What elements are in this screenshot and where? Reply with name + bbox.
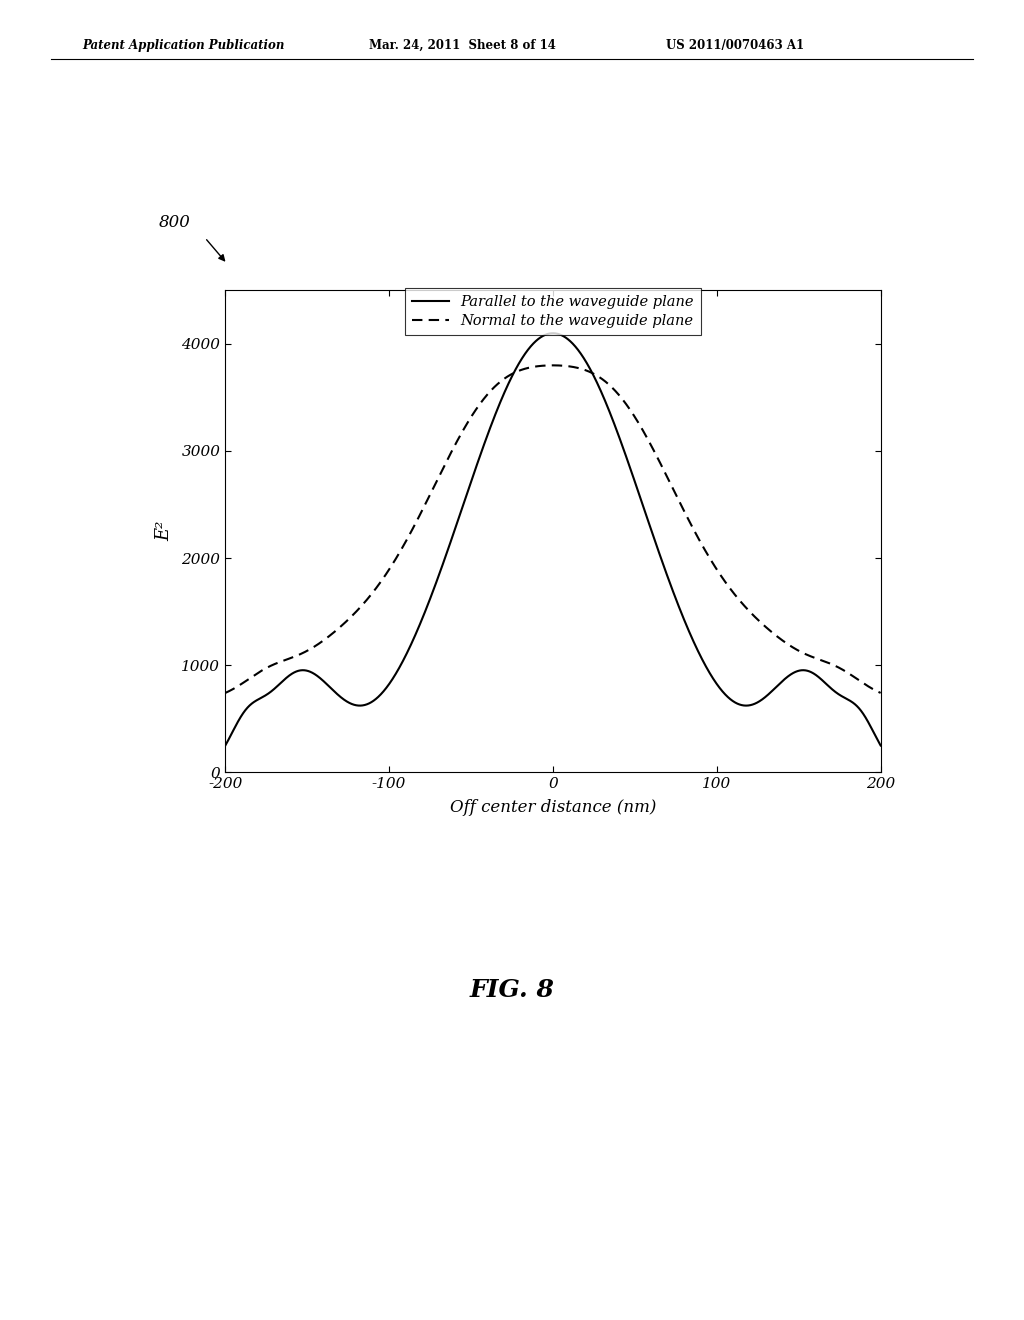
Line: Parallel to the waveguide plane: Parallel to the waveguide plane <box>225 333 881 746</box>
Normal to the waveguide plane <box>862 678 874 694</box>
Y-axis label: E²: E² <box>155 521 173 541</box>
Normal to the waveguide plane <box>547 358 559 374</box>
Text: FIG. 8: FIG. 8 <box>470 978 554 1002</box>
Parallel to the waveguide plane <box>219 738 231 754</box>
Parallel to the waveguide plane <box>470 458 482 474</box>
Text: Patent Application Publication: Patent Application Publication <box>82 38 285 51</box>
Parallel to the waveguide plane <box>874 738 887 754</box>
Normal to the waveguide plane <box>792 642 804 657</box>
Parallel to the waveguide plane <box>294 663 306 678</box>
Parallel to the waveguide plane <box>792 663 804 678</box>
Parallel to the waveguide plane <box>547 325 559 341</box>
Text: US 2011/0070463 A1: US 2011/0070463 A1 <box>666 38 804 51</box>
Parallel to the waveguide plane <box>862 714 874 730</box>
Normal to the waveguide plane <box>499 371 511 387</box>
Text: Mar. 24, 2011  Sheet 8 of 14: Mar. 24, 2011 Sheet 8 of 14 <box>369 38 555 51</box>
Normal to the waveguide plane <box>219 685 231 701</box>
Normal to the waveguide plane <box>333 620 345 636</box>
Normal to the waveguide plane <box>294 647 306 663</box>
Line: Normal to the waveguide plane: Normal to the waveguide plane <box>225 366 881 693</box>
Text: 800: 800 <box>159 214 190 231</box>
Normal to the waveguide plane <box>874 685 887 701</box>
Legend: Parallel to the waveguide plane, Normal to the waveguide plane: Parallel to the waveguide plane, Normal … <box>404 288 701 335</box>
Parallel to the waveguide plane <box>499 383 511 399</box>
Normal to the waveguide plane <box>470 401 482 417</box>
X-axis label: Off center distance (nm): Off center distance (nm) <box>450 800 656 816</box>
Parallel to the waveguide plane <box>333 688 345 704</box>
